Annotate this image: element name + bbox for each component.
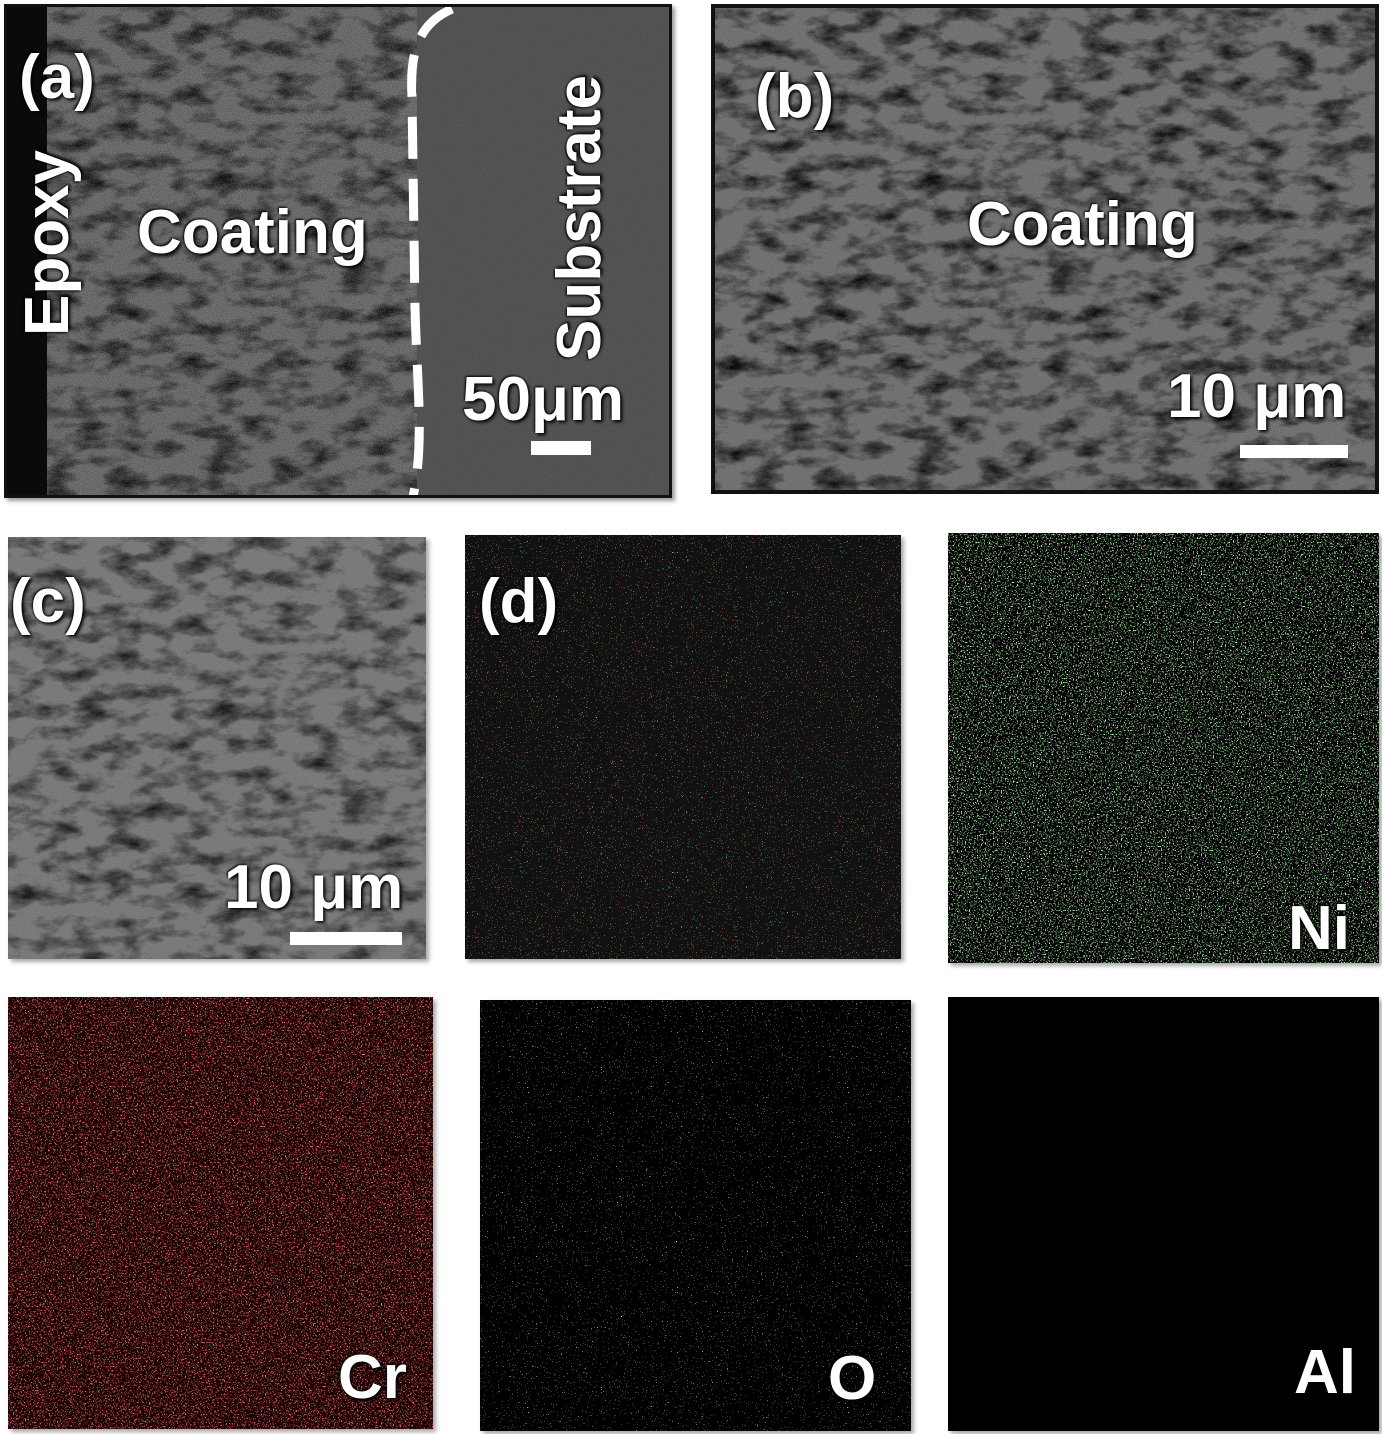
panel-ni: Ni xyxy=(948,533,1379,963)
element-label: Cr xyxy=(338,1343,407,1412)
sem-image xyxy=(7,7,669,495)
panel-label: (c) xyxy=(10,567,86,636)
scale-bar xyxy=(1240,445,1348,458)
scale-bar xyxy=(290,932,402,945)
panel-label: (d) xyxy=(479,567,559,636)
element-label: Al xyxy=(1294,1338,1356,1407)
annotation: Epoxy xyxy=(13,149,83,337)
eds-map xyxy=(948,533,1379,963)
scale-bar-label: 10 μm xyxy=(1167,362,1347,431)
panel-label: (a) xyxy=(19,43,95,112)
panel-b: (b) Coating 10 μm xyxy=(711,4,1379,494)
element-label: Ni xyxy=(1288,894,1350,963)
eds-map xyxy=(480,1000,911,1431)
eds-map xyxy=(948,997,1379,1431)
eds-overlay-map xyxy=(465,535,901,959)
annotation: Substrate xyxy=(544,75,614,361)
panel-o: O xyxy=(480,1000,911,1431)
panel-label: (b) xyxy=(755,62,835,131)
scale-bar-label: 50μm xyxy=(462,365,625,434)
panel-c: (c) 10 μm xyxy=(8,537,426,959)
scale-bar-label: 10 μm xyxy=(224,853,404,922)
sem-image xyxy=(715,8,1375,490)
annotation: Coating xyxy=(967,190,1198,259)
panel-cr: Cr xyxy=(8,997,433,1429)
eds-map xyxy=(8,997,433,1429)
element-label: O xyxy=(828,1344,877,1413)
scale-bar xyxy=(531,441,591,455)
sem-image xyxy=(8,537,426,959)
panel-d: (d) xyxy=(465,535,901,959)
panel-al: Al xyxy=(948,997,1379,1431)
panel-a: (a) Epoxy Coating Substrate 50μm xyxy=(4,4,672,498)
annotation: Coating xyxy=(137,198,368,267)
